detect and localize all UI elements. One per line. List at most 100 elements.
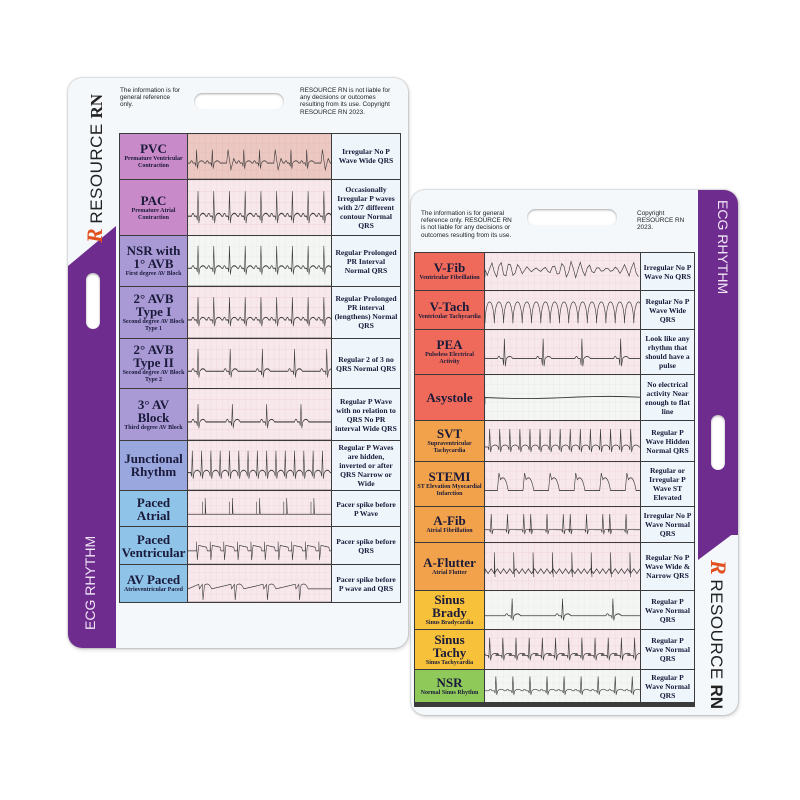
rhythm-subtitle: Normal Sinus Rhythm <box>420 689 479 696</box>
rhythm-description: Irregular No P Wave Normal QRS <box>641 507 694 542</box>
ecg-waveform-icon <box>188 389 331 441</box>
rhythm-label: V-Tach Ventricular Tachycardia <box>415 291 484 329</box>
ecg-strip-junc <box>188 441 331 490</box>
ecg-waveform-icon <box>188 287 331 338</box>
lanyard-slot[interactable] <box>527 209 617 226</box>
lanyard-slot-vertical[interactable] <box>86 273 100 329</box>
ecg-row-svt: SVT Supraventricular Tachycardia Regular P… <box>415 421 694 461</box>
rhythm-title: Junctional Rhythm <box>124 451 183 480</box>
rhythm-description: Regular or Irregular P Wave ST Elevated <box>641 462 694 506</box>
ecg-waveform-icon <box>485 253 640 290</box>
ecg-row-avb3: 3° AV Block Third degree AV Block Regular … <box>120 389 400 441</box>
ecg-row-vtach: V-Tach Ventricular Tachycardia Regular No … <box>415 291 694 329</box>
rhythm-title: Sinus Tachy <box>432 631 467 660</box>
rhythm-subtitle: Third degree AV Block <box>124 424 183 431</box>
ecg-table-front: PVC Premature Ventricular Contraction Irre… <box>119 133 401 603</box>
rhythm-description: Occasionally Irregular P waves with 2/7 … <box>332 179 400 236</box>
rhythm-title: Asystole <box>426 390 473 405</box>
ecg-row-asys: Asystole No electrical activity Near enou… <box>415 375 694 420</box>
brand-word-rn: RN <box>87 93 106 119</box>
ecg-waveform-icon <box>485 421 640 461</box>
disclaimer-left: The information is for general reference… <box>120 87 181 109</box>
rhythm-title: Paced Atrial <box>136 494 171 523</box>
ecg-waveform-icon <box>188 338 331 389</box>
ecg-row-nsr: NSR Normal Sinus Rhythm Regular P Wave Nor… <box>415 670 694 702</box>
rhythm-subtitle: Second degree AV Block Type 2 <box>122 370 185 384</box>
ecg-waveform-icon <box>485 591 640 629</box>
rhythm-subtitle: First degree AV Block <box>125 271 182 278</box>
ecg-strip-pacedV <box>188 527 331 565</box>
rhythm-description: No electrical activity Near enough to fl… <box>641 375 694 420</box>
rhythm-label: NSR Normal Sinus Rhythm <box>415 670 484 702</box>
brand-logo: R RESOURCE RN <box>82 94 108 243</box>
ecg-strip-nsr <box>485 670 640 702</box>
rhythm-label: V-Fib Ventricular Fibrillation <box>415 253 484 290</box>
rhythm-label: PAC Premature Atrial Contraction <box>120 179 187 236</box>
rhythm-description: Irregular No P Wave No QRS <box>641 253 694 290</box>
ecg-strip-tachy <box>485 630 640 669</box>
rhythm-label: Paced Ventricular <box>120 527 187 565</box>
rhythm-title: A-Flutter <box>423 555 476 570</box>
rhythm-title: PVC <box>140 141 167 157</box>
ecg-waveform-icon <box>485 330 640 374</box>
rhythm-title: Paced Ventricular <box>121 531 186 560</box>
rhythm-description: Regular 2 of 3 no QRS Normal QRS <box>332 338 400 389</box>
ecg-strip-brady <box>485 591 640 629</box>
rhythm-description: Regular P Wave Hidden Normal QRS <box>641 421 694 461</box>
ecg-table-back: V-Fib Ventricular Fibrillation Irregular N… <box>414 252 695 707</box>
rhythm-subtitle: Premature Ventricular Contraction <box>124 156 183 170</box>
rhythm-subtitle: Ventricular Fibrillation <box>419 275 480 281</box>
lanyard-slot[interactable] <box>194 93 284 110</box>
rhythm-label: A-Flutter Atrial Flutter <box>415 543 484 590</box>
ecg-strip-asys <box>485 375 640 420</box>
ecg-row-pacedAV: AV Paced Atrioventricular Paced Pacer spik… <box>120 565 400 603</box>
rhythm-label: Junctional Rhythm <box>120 441 187 490</box>
ecg-strip-pacedA <box>188 490 331 527</box>
rhythm-label: SVT Supraventricular Tachycardia <box>415 421 484 461</box>
ecg-strip-avb2b <box>188 338 331 389</box>
rhythm-label: 2° AVB Type II Second degree AV Block Typ… <box>120 338 187 389</box>
ecg-strip-aflut <box>485 543 640 590</box>
brand-logo: R RESOURCE RN <box>705 560 731 709</box>
rhythm-subtitle: Supraventricular Tachycardia <box>427 441 472 454</box>
rhythm-title: Sinus Brady <box>432 592 467 620</box>
disclaimer-right: Copyright RESOURCE RN 2023. <box>637 210 685 232</box>
ecg-row-aflut: A-Flutter Atrial Flutter Regular No P Wave… <box>415 543 694 590</box>
disclaimer-left: The information is for general reference… <box>421 210 512 239</box>
rhythm-subtitle: Atrioventricular Paced <box>123 587 184 594</box>
rhythm-title: AV Paced <box>126 572 181 588</box>
rhythm-subtitle: Pulseless Electrical Activity <box>425 352 474 365</box>
ecg-waveform-icon <box>485 375 640 420</box>
rhythm-label: Paced Atrial <box>120 490 187 527</box>
rhythm-title: 3° AV Block <box>137 396 170 425</box>
ecg-waveform-icon <box>188 179 331 236</box>
rhythm-description: Regular No P Wave Wide & Narrow QRS <box>641 543 694 590</box>
rhythm-description: Regular Prolonged PR interval (lengthens… <box>332 287 400 338</box>
rhythm-subtitle: Second degree AV Block Type 1 <box>122 318 185 332</box>
rhythm-description: Pacer spike before P wave and QRS <box>332 565 400 603</box>
ecg-waveform-icon <box>485 462 640 506</box>
rhythm-title: PAC <box>140 192 167 208</box>
brand-word-resource: RESOURCE <box>707 579 726 680</box>
rhythm-description: Regular No P Wave Wide QRS <box>641 291 694 329</box>
rhythm-description: Regular P Wave Normal QRS <box>641 630 694 669</box>
ecg-waveform-icon <box>188 527 331 565</box>
lanyard-slot-vertical[interactable] <box>711 415 725 470</box>
purple-band-diagonal <box>698 530 738 560</box>
rhythm-description: Regular P Wave with no relation to QRS N… <box>332 389 400 441</box>
rhythm-subtitle: Sinus Tachycardia <box>425 659 474 666</box>
ecg-row-junc: Junctional Rhythm Regular P Waves are hid… <box>120 441 400 490</box>
rhythm-label: PVC Premature Ventricular Contraction <box>120 134 187 179</box>
rhythm-title: STEMI <box>428 469 471 484</box>
ecg-waveform-icon <box>485 630 640 669</box>
disclaimer-right: RESOURCE RN is not liable for any decisi… <box>300 87 391 116</box>
rhythm-description: Regular P Wave Normal QRS <box>641 670 694 702</box>
side-title: ECG RHYTHM <box>82 535 98 630</box>
ecg-row-pea: PEA Pulseless Electrical Activity Look lik… <box>415 330 694 374</box>
rhythm-description: Regular P Wave Normal QRS <box>641 591 694 629</box>
ecg-waveform-icon <box>485 291 640 329</box>
purple-band <box>698 190 738 535</box>
side-title: ECG RHYTHM <box>715 200 731 295</box>
rhythm-title: A-Fib <box>433 513 466 528</box>
ecg-row-pacedA: Paced Atrial Pacer spike before P Wave <box>120 490 400 527</box>
